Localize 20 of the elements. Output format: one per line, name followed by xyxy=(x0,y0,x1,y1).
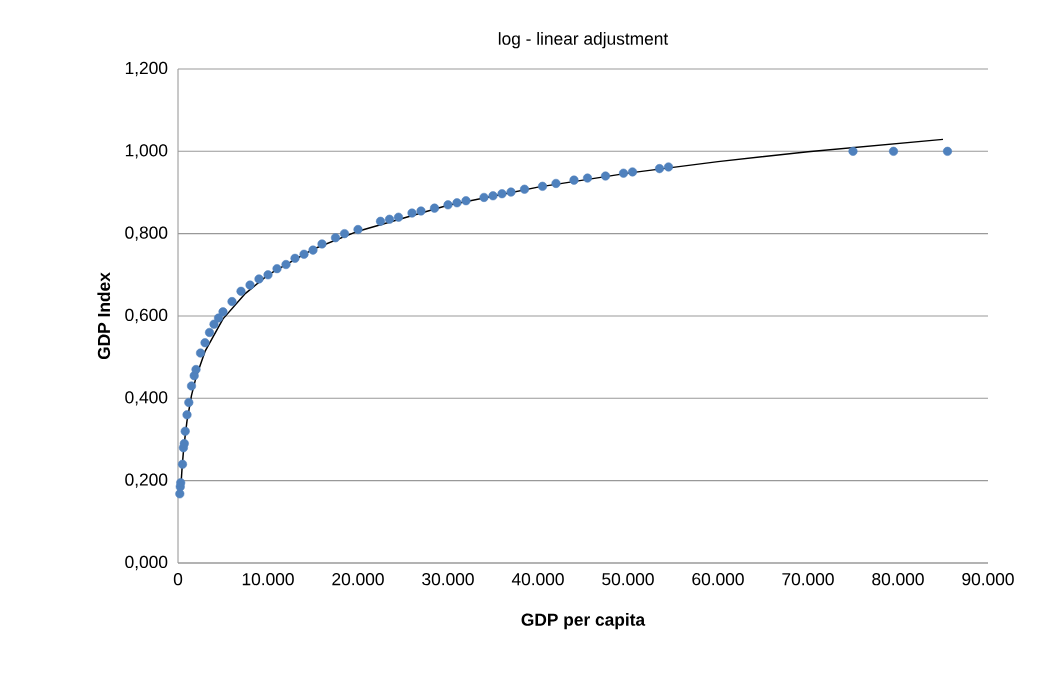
y-tick-label: 0,400 xyxy=(125,391,168,406)
x-tick-label: 20.000 xyxy=(332,573,384,586)
x-tick-label: 10.000 xyxy=(242,573,294,586)
x-tick-label: 60.000 xyxy=(692,573,744,586)
y-tick-label: 0,000 xyxy=(125,555,168,571)
x-tick-label: 80.000 xyxy=(872,573,924,586)
y-tick-label: 1,200 xyxy=(125,61,168,77)
x-tick-label: 30.000 xyxy=(422,573,474,586)
y-axis-title: GDP Index xyxy=(97,272,111,360)
y-tick-label: 0,800 xyxy=(125,226,168,241)
chart-title: log - linear adjustment xyxy=(498,32,669,49)
x-tick-label: 90.000 xyxy=(962,573,1014,586)
y-tick-label: 0,600 xyxy=(125,308,168,324)
x-tick-label: 50.000 xyxy=(602,573,654,586)
x-tick-label: 0 xyxy=(173,573,183,586)
y-tick-label: 1,000 xyxy=(125,144,168,159)
y-tick-label: 0,200 xyxy=(125,473,168,488)
x-tick-label: 40.000 xyxy=(511,573,564,586)
x-axis-title: GDP per capita xyxy=(521,613,646,630)
x-tick-label: 70.000 xyxy=(782,573,834,586)
